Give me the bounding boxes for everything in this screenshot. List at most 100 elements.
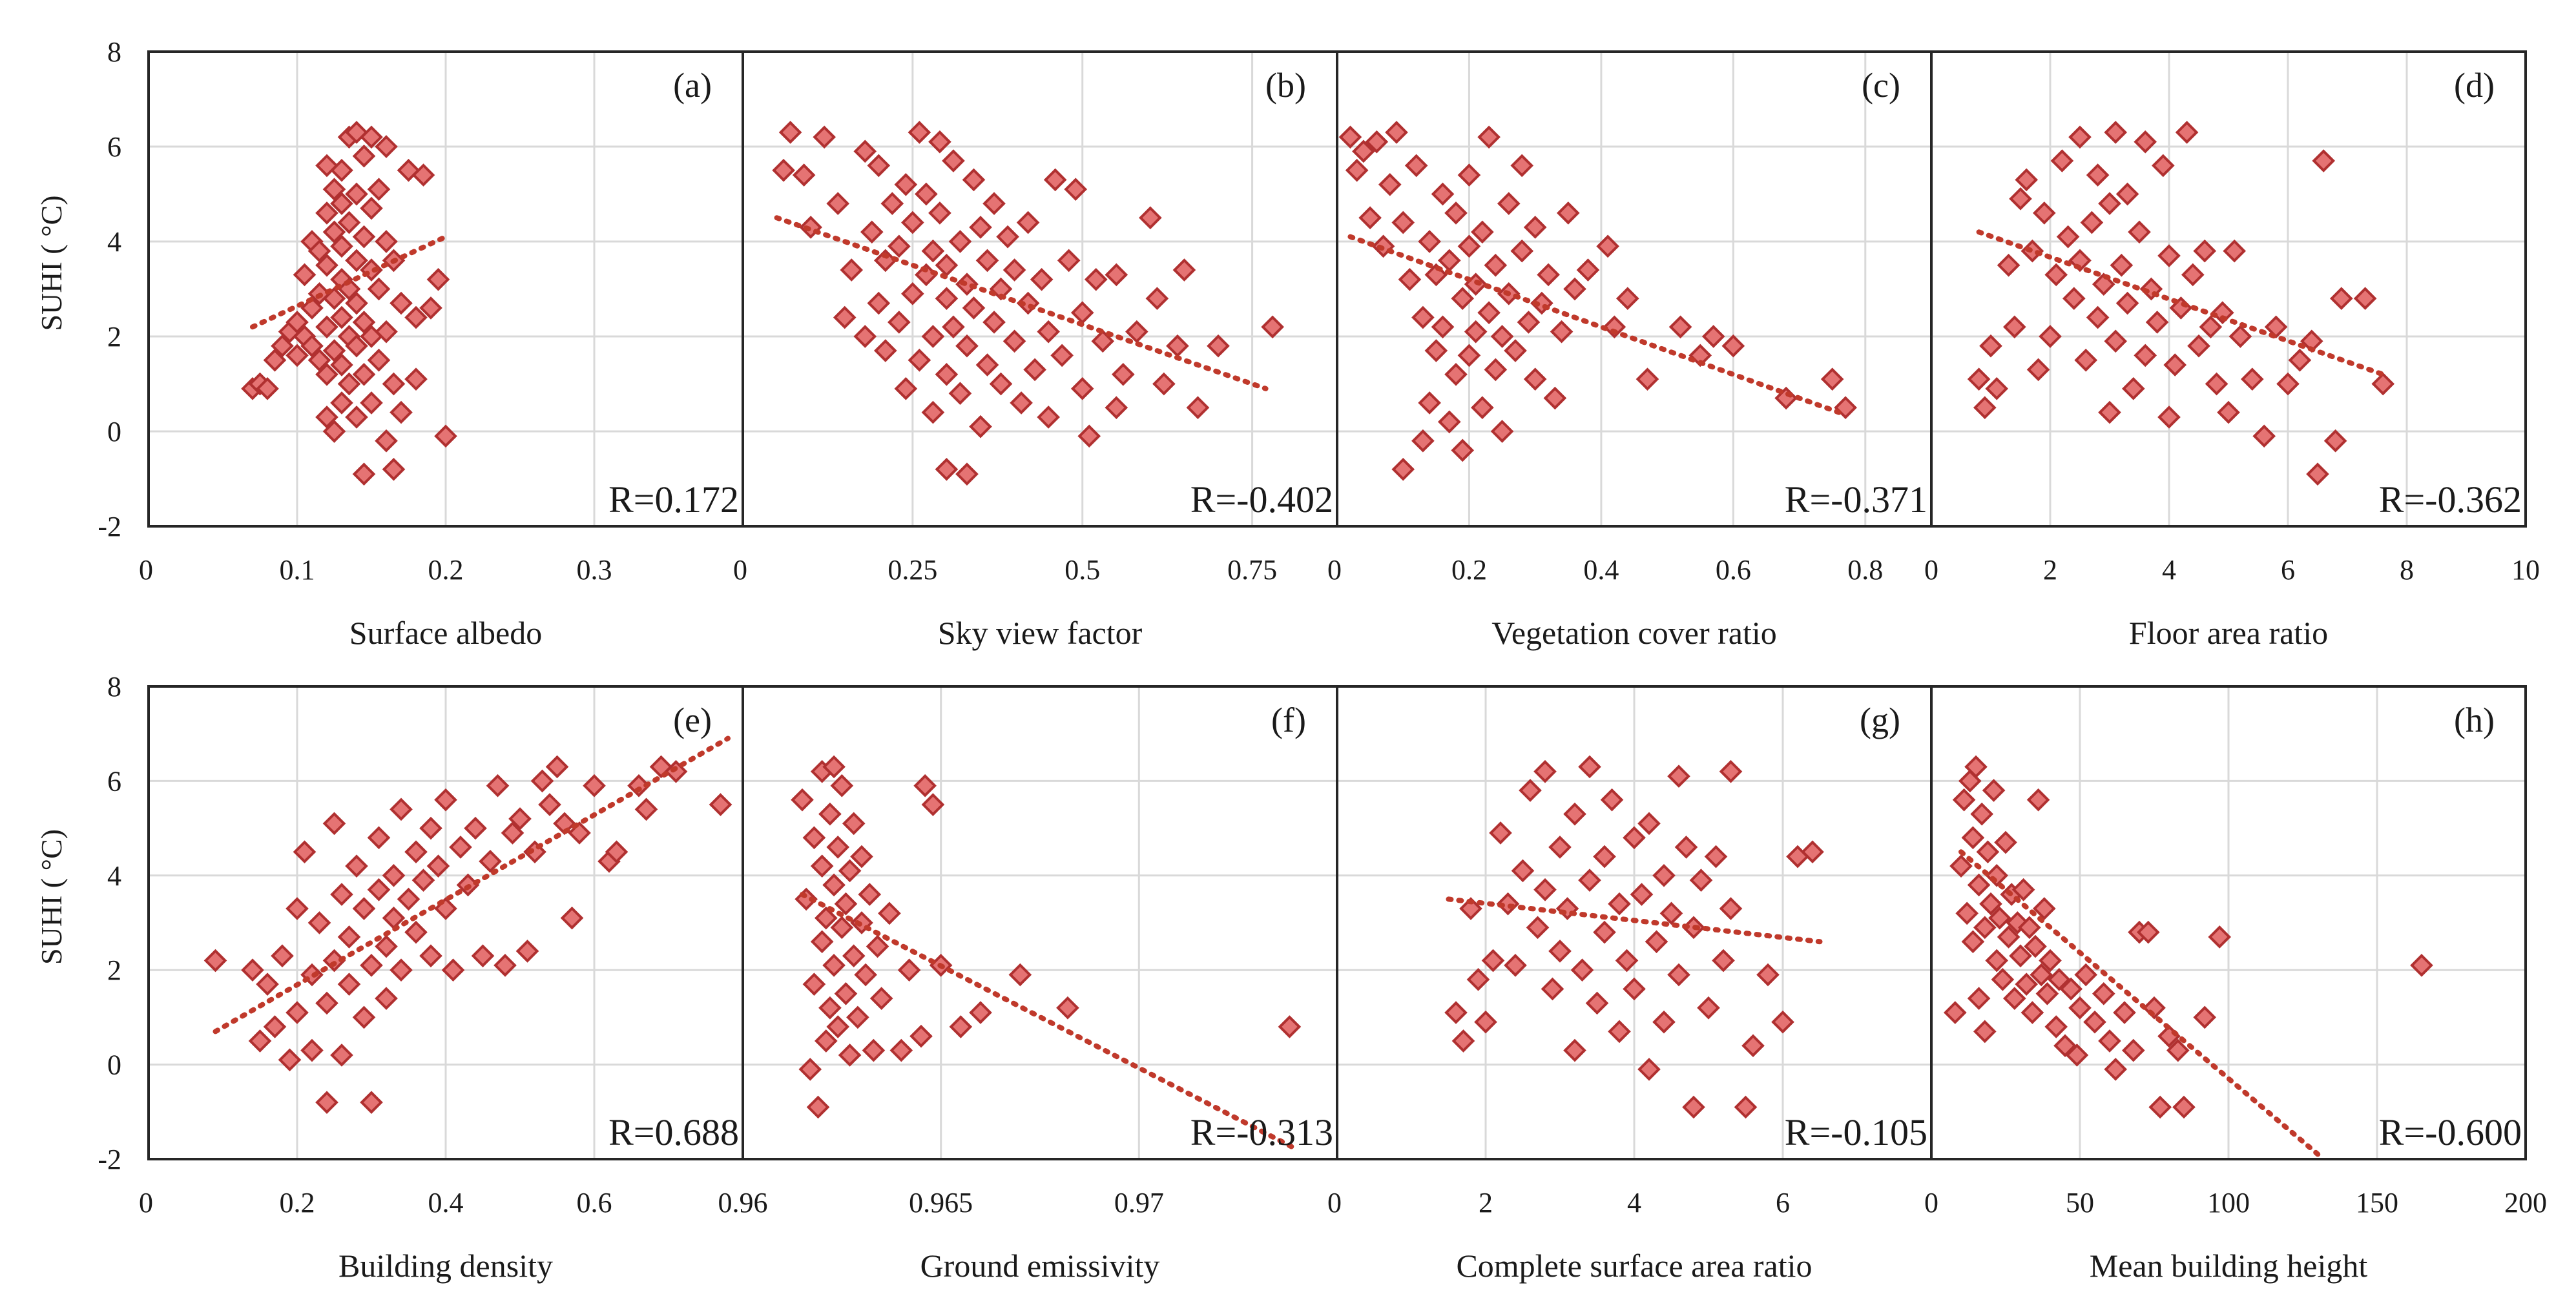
data-point <box>888 311 911 334</box>
data-point <box>1523 216 1547 239</box>
data-point <box>1077 424 1101 448</box>
data-point <box>2024 934 2047 958</box>
data-point <box>830 774 854 798</box>
y-tick-label: 4 <box>107 226 121 258</box>
data-point <box>982 192 1006 216</box>
data-point <box>880 192 904 216</box>
data-point <box>2047 968 2071 991</box>
data-point <box>1964 755 1988 779</box>
data-point <box>2015 973 2039 996</box>
data-point <box>2199 315 2223 339</box>
data-point <box>1444 201 1468 225</box>
correlation-label: R=0.688 <box>608 1111 739 1153</box>
data-point <box>1166 334 1189 358</box>
x-tick-label: 100 <box>2207 1187 2250 1219</box>
data-point <box>1016 211 1040 234</box>
data-point <box>1596 234 1619 258</box>
data-point <box>2104 1058 2128 1081</box>
data-point <box>300 1038 324 1062</box>
data-point <box>2002 315 2026 339</box>
data-point <box>1955 901 1979 925</box>
data-point <box>955 334 979 358</box>
data-point <box>1578 755 1601 779</box>
data-point <box>286 311 309 334</box>
data-point <box>1466 968 1490 991</box>
data-point <box>873 339 897 362</box>
data-point <box>1484 358 1508 382</box>
x-tick-label: 200 <box>2504 1187 2547 1219</box>
data-point <box>1734 1095 1758 1119</box>
data-point <box>908 121 931 144</box>
data-point <box>2104 329 2128 353</box>
y-tick-label: 6 <box>107 765 121 797</box>
data-point <box>352 311 376 334</box>
data-point <box>1608 1020 1631 1044</box>
data-point <box>337 973 361 996</box>
data-point <box>1091 329 1115 353</box>
data-point <box>367 178 391 201</box>
data-point <box>1652 863 1676 887</box>
data-point <box>2371 372 2395 396</box>
data-point <box>1533 759 1557 783</box>
panel-h: 0 50 100 150 200 Mean building height (h) R=-0.… <box>1924 685 2547 1284</box>
data-point <box>1481 949 1505 973</box>
data-point <box>375 320 398 344</box>
data-point <box>1459 897 1482 920</box>
data-point <box>1997 253 2020 277</box>
data-point <box>1385 121 1408 144</box>
data-point <box>1973 396 1997 420</box>
x-tick-label: 0.4 <box>1583 554 1619 586</box>
data-point <box>795 887 818 911</box>
data-point <box>352 144 376 168</box>
x-tick-label: 4 <box>1627 1187 1641 1219</box>
data-point <box>1637 1058 1661 1081</box>
data-point <box>293 263 317 287</box>
data-point <box>2009 944 2032 968</box>
data-point <box>1689 869 1713 892</box>
data-point <box>271 334 294 358</box>
data-point <box>1477 301 1501 325</box>
plot-frame <box>1930 50 2527 528</box>
data-point <box>1474 1010 1497 1034</box>
data-point <box>627 774 650 798</box>
x-tick-label: 0.6 <box>1716 554 1751 586</box>
data-point <box>501 821 525 845</box>
data-point <box>2148 1095 2172 1119</box>
data-point <box>791 788 814 812</box>
data-point <box>1949 854 1973 878</box>
data-point <box>2032 201 2056 225</box>
data-point <box>2086 305 2110 329</box>
data-point <box>382 906 406 930</box>
x-tick-label: 50 <box>2066 1187 2094 1219</box>
data-point <box>382 372 406 396</box>
data-point <box>315 362 338 386</box>
data-point <box>1719 759 1743 783</box>
data-point <box>538 793 561 816</box>
y-tick-label: 2 <box>107 321 121 353</box>
data-point <box>1037 320 1060 344</box>
data-point <box>286 1001 309 1024</box>
data-point <box>404 305 428 329</box>
data-point <box>962 168 986 192</box>
data-point <box>1997 925 2020 949</box>
data-point <box>1988 906 2011 930</box>
data-point <box>1207 334 1230 358</box>
data-point <box>1125 320 1148 344</box>
data-point <box>1741 1034 1765 1058</box>
panel-g: 0 2 4 6 Complete surface area ratio (g) R=-0.1… <box>1327 685 1933 1284</box>
data-point <box>1511 859 1535 883</box>
data-point <box>1404 154 1428 178</box>
data-point <box>390 291 413 315</box>
data-point <box>307 239 331 263</box>
x-tick-label: 0.2 <box>280 1187 315 1219</box>
x-tick-label: 0.3 <box>577 554 612 586</box>
data-point <box>1023 358 1046 382</box>
data-point <box>1451 438 1475 462</box>
data-point <box>464 816 487 840</box>
data-point <box>935 457 959 481</box>
data-point <box>330 305 353 329</box>
x-tick-label: 10 <box>2511 554 2540 586</box>
data-point <box>1967 367 1991 391</box>
data-point <box>2240 367 2264 391</box>
data-point <box>2115 291 2139 315</box>
